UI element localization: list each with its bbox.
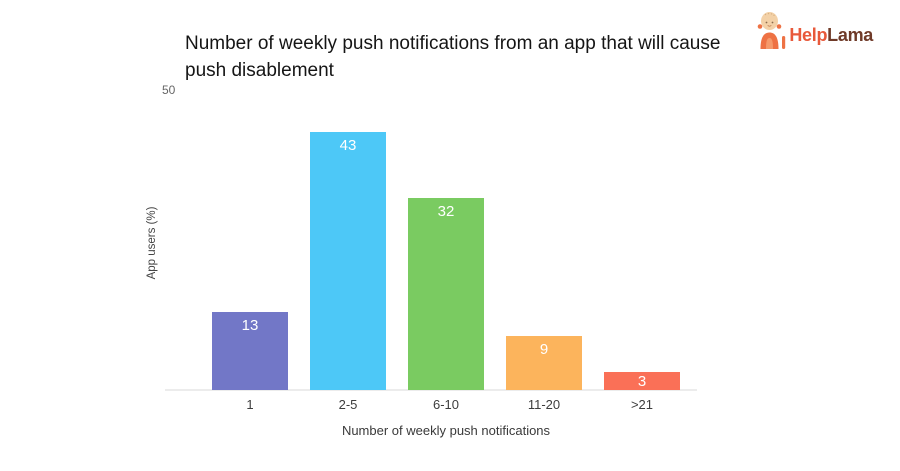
bar-value-label: 13 <box>241 317 259 334</box>
logo-text-help: Help <box>789 25 828 45</box>
x-tick-label: 6-10 <box>432 397 460 412</box>
helplama-logo-text: HelpLama <box>789 25 873 46</box>
bar-group-6-10: 32 6-10 <box>408 90 484 412</box>
chart-title: Number of weekly push notifications from… <box>185 33 721 81</box>
bar-group-11-20: 9 11-20 <box>506 90 582 412</box>
x-axis-title: Number of weekly push notifications <box>341 423 551 438</box>
helplama-logo: HelpLama <box>756 11 873 51</box>
bar-group->21: 3 >21 <box>604 90 680 412</box>
logo-text-lama: Lama <box>827 25 873 45</box>
y-axis-title: App users (%) <box>146 206 158 280</box>
y-axis-max-tick-label: 50 <box>162 83 176 97</box>
bar-2-5: 43 <box>310 132 386 390</box>
bar-value-label: 32 <box>437 203 455 220</box>
x-tick-label: >21 <box>630 397 654 412</box>
bar-11-20: 9 <box>506 336 582 390</box>
bar-value-label: 9 <box>539 341 549 358</box>
helplama-baby-lama-icon <box>758 12 786 49</box>
bar->21: 3 <box>604 372 680 390</box>
bar-6-10: 32 <box>408 198 484 390</box>
bar-1: 13 <box>212 312 288 390</box>
bar-value-label: 3 <box>637 373 647 390</box>
x-tick-label: 11-20 <box>527 397 561 412</box>
x-tick-label: 2-5 <box>338 397 358 412</box>
bar-group-2-5: 43 2-5 <box>310 90 386 412</box>
x-axis-line <box>165 389 697 391</box>
x-tick-label: 1 <box>246 397 254 412</box>
bar-value-label: 43 <box>339 137 357 154</box>
bar-group-1: 13 1 <box>212 90 288 412</box>
plot-area: 13 1 43 2-5 32 6-10 9 11-20 3 >21 <box>212 90 680 412</box>
